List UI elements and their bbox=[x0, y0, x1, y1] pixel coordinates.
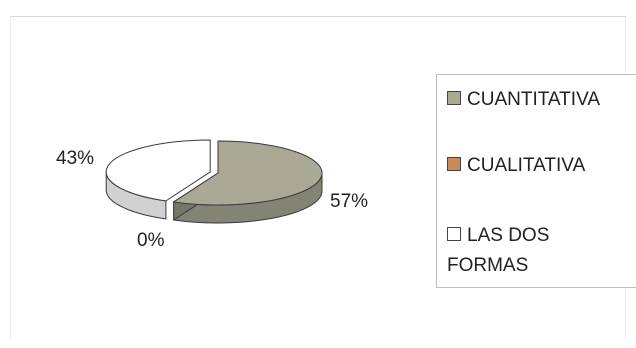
legend-label-cuantitativa: CUANTITATIVA bbox=[467, 89, 600, 110]
legend-item-las-dos-formas: LAS DOS FORMAS bbox=[447, 221, 549, 281]
data-label-cuantitativa: 57% bbox=[330, 191, 369, 212]
pie-slice-las-dos-formas bbox=[105, 139, 211, 202]
legend-swatch-cualitativa bbox=[447, 157, 461, 172]
legend-label-las-dos-formas-line2: FORMAS bbox=[447, 255, 529, 276]
legend-swatch-cuantitativa bbox=[447, 91, 461, 106]
legend-swatch-las-dos-formas bbox=[447, 227, 461, 242]
pie-slices bbox=[105, 139, 323, 224]
legend-item-cualitativa: CUALITATIVA bbox=[447, 151, 585, 181]
legend: CUANTITATIVA CUALITATIVA LAS DOS FORMAS bbox=[436, 74, 636, 288]
legend-label-cualitativa: CUALITATIVA bbox=[467, 155, 586, 176]
pie-slice-cuantitativa bbox=[172, 140, 323, 206]
data-label-las-dos-formas: 43% bbox=[56, 148, 95, 169]
legend-label-las-dos-formas-line1: LAS DOS bbox=[467, 225, 550, 246]
data-label-cualitativa: 0% bbox=[137, 230, 165, 251]
legend-item-cuantitativa: CUANTITATIVA bbox=[447, 85, 600, 115]
